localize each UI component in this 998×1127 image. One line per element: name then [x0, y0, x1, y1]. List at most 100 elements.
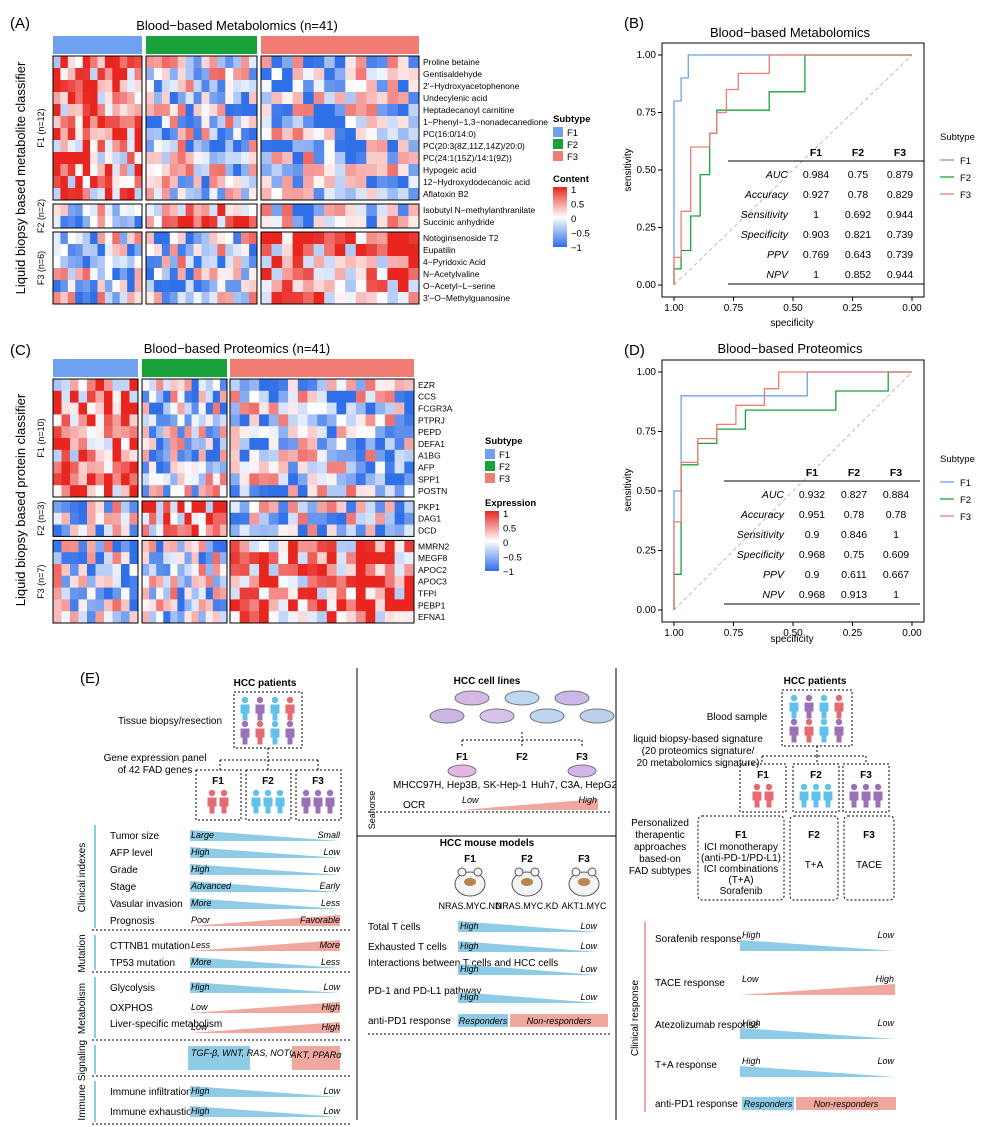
heatmap-cell	[185, 256, 194, 269]
heatmap-cell	[217, 80, 226, 93]
heatmap-cell	[376, 80, 388, 93]
e-left-header: HCC patients	[234, 678, 297, 689]
heatmap-cell	[313, 232, 325, 245]
heatmap-cell	[355, 611, 366, 624]
person-head	[874, 783, 882, 791]
heatmap-cell	[170, 485, 178, 498]
heatmap-cell	[134, 104, 143, 117]
heatmap-cell	[191, 438, 199, 451]
heatmap-cell	[345, 128, 357, 141]
heatmap-cell	[193, 244, 202, 257]
heatmap-cell	[112, 128, 121, 141]
heatmap-cell	[292, 80, 304, 93]
heatmap-cell	[184, 438, 192, 451]
heatmap-cell	[313, 204, 325, 217]
culture-dish	[447, 764, 477, 778]
heatmap-cell	[408, 256, 420, 269]
gradient-wedge	[458, 992, 598, 1003]
heatmap-cell	[170, 449, 178, 462]
heatmap-cell	[149, 512, 157, 525]
heatmap-cell	[387, 204, 399, 217]
heatmap-cell	[376, 188, 388, 201]
heatmap-cell	[303, 216, 314, 229]
heatmap-cell	[397, 116, 409, 129]
heatmap-cell	[149, 587, 157, 600]
heatmap-cell	[184, 501, 192, 514]
heatmap-cell	[249, 485, 260, 498]
heatmap-cell	[219, 587, 228, 600]
heatmap-cell	[233, 244, 242, 257]
heatmap-cell	[87, 575, 96, 588]
heatmap-cell	[185, 152, 194, 165]
heatmap-cell	[239, 552, 250, 565]
heatmap-cell	[404, 379, 415, 392]
heatmap-cell	[271, 80, 283, 93]
person-body	[834, 726, 844, 743]
heatmap-cell	[142, 438, 150, 451]
person-head	[286, 696, 294, 704]
heatmap-cell	[146, 104, 155, 117]
heatmap-cell	[60, 232, 69, 245]
heatmap-cell	[70, 552, 79, 565]
heatmap-cell	[297, 402, 308, 415]
heatmap-cell	[129, 512, 139, 525]
heatmap-cell	[53, 473, 62, 486]
heatmap-cell	[297, 438, 308, 451]
heatmap-cell	[334, 256, 346, 269]
heatmap-cell	[193, 292, 202, 305]
table-header: F1	[806, 467, 818, 479]
heatmap-cell	[61, 512, 71, 525]
heatmap-cell	[212, 552, 221, 565]
heatmap-cell	[53, 232, 61, 245]
heatmap-cell	[156, 552, 164, 565]
heatmap-cell	[184, 540, 192, 553]
heatmap-cell	[53, 540, 62, 553]
heatmap-cell	[129, 552, 139, 565]
e-right: HCC patients Blood sample liquid biopsy-…	[629, 676, 896, 1112]
heatmap-cell	[53, 426, 62, 439]
heatmap-cell	[95, 485, 105, 498]
heatmap-cell	[60, 152, 69, 165]
heatmap-cell	[53, 92, 61, 105]
heatmap-cell	[336, 402, 347, 415]
heatmap-cell	[87, 611, 96, 624]
heatmap-cell	[225, 280, 234, 293]
heatmap-cell	[225, 292, 234, 305]
heatmap-cell	[317, 390, 328, 403]
table-cell: 1	[893, 529, 899, 541]
person-head	[256, 696, 264, 704]
heatmap-cell	[104, 68, 113, 81]
non-responders-box	[796, 1097, 896, 1110]
heatmap-cell	[346, 473, 357, 486]
heatmap-cell	[303, 68, 314, 81]
heatmap-cell	[127, 188, 135, 201]
heatmap-cell	[104, 140, 113, 153]
heatmap-cell	[95, 390, 105, 403]
heatmap-cell	[268, 426, 279, 439]
heatmap-cell	[142, 512, 150, 525]
panel-line2: of 42 FAD genes	[118, 765, 193, 776]
heatmap-cell	[142, 449, 150, 462]
heatmap-cell	[61, 564, 71, 577]
heatmap-cell	[268, 390, 279, 403]
heatmap-cell	[53, 152, 61, 165]
heatmap-cell	[217, 188, 226, 201]
therapy-subtype: F3	[863, 830, 875, 841]
person-body	[275, 797, 285, 814]
heatmap-cell	[225, 128, 234, 141]
heatmap-cell	[121, 461, 130, 474]
heatmap-cell	[184, 575, 192, 588]
heatmap-cell	[384, 485, 395, 498]
heatmap-cell	[198, 390, 207, 403]
heatmap-cell	[271, 152, 283, 165]
feature-label: 12−Hydroxydodecanoic acid	[423, 177, 530, 187]
heatmap-cell	[146, 216, 155, 229]
heatmap-cell	[201, 216, 210, 229]
person-head	[765, 783, 773, 791]
heatmap-cell	[219, 540, 228, 553]
heatmap-cell	[129, 390, 139, 403]
heatmap-cell	[376, 204, 388, 217]
heatmap-cell	[53, 204, 61, 217]
heatmap-cell	[225, 116, 234, 129]
